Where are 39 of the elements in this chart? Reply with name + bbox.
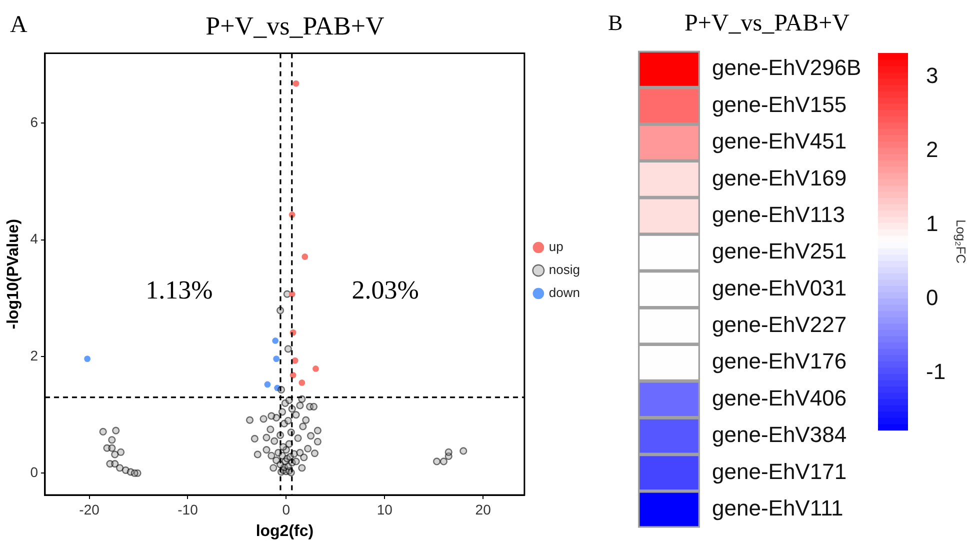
annotation: 1.13% xyxy=(146,276,213,305)
legend-label: up xyxy=(548,239,564,254)
text: B xyxy=(608,10,623,36)
x-tick-label: 10 xyxy=(376,501,393,518)
y-tick-label: gene-EhV406 xyxy=(712,385,847,410)
y-tick-label: gene-EhV451 xyxy=(712,128,847,154)
x-tick-label: -20 xyxy=(79,501,100,518)
x-tick-label: -10 xyxy=(178,501,198,518)
y-tick-label: 4 xyxy=(30,230,38,247)
color-bar-label: 3 xyxy=(926,62,938,88)
y-tick-label: gene-EhV155 xyxy=(712,92,847,117)
y-tick-label: gene-EhV111 xyxy=(712,496,844,521)
y-tick-label: gene-EhV171 xyxy=(712,458,847,484)
color-bar-label: 2 xyxy=(926,136,938,162)
color-bar-title: Log₂FC xyxy=(954,219,967,264)
y-tick-label: 0 xyxy=(30,464,38,480)
annotation: 2.03% xyxy=(352,276,419,305)
y-tick-label: gene-EhV031 xyxy=(712,275,847,300)
x-tick-label: 0 xyxy=(282,501,290,518)
color-bar-label: 0 xyxy=(926,284,938,310)
color-bar-label: 1 xyxy=(926,210,938,236)
x-axis-title: log2(fc) xyxy=(256,522,314,540)
y-axis-title: -log10(PValue) xyxy=(5,218,22,330)
y-tick-label: gene-EhV176 xyxy=(712,348,847,374)
x-tick-label: 20 xyxy=(475,501,492,518)
y-tick-label: gene-EhV384 xyxy=(712,422,847,448)
y-tick-label: gene-EhV169 xyxy=(712,165,847,190)
y-tick-label: gene-EhV113 xyxy=(712,202,845,227)
legend-label: down xyxy=(548,285,580,300)
text: P+V_vs_PAB+V xyxy=(684,10,850,37)
legend-label: nosig xyxy=(548,262,580,278)
y-tick-label: gene-EhV251 xyxy=(712,238,847,264)
color-bar-label: -1 xyxy=(926,359,946,384)
chart-title: P+V_vs_PAB+V xyxy=(206,11,385,40)
text: A xyxy=(10,12,28,39)
y-tick-label: 6 xyxy=(30,114,38,130)
y-tick-label: gene-EhV227 xyxy=(712,312,847,338)
y-tick-label: gene-EhV296B xyxy=(712,55,862,80)
y-tick-label: 2 xyxy=(30,347,38,364)
